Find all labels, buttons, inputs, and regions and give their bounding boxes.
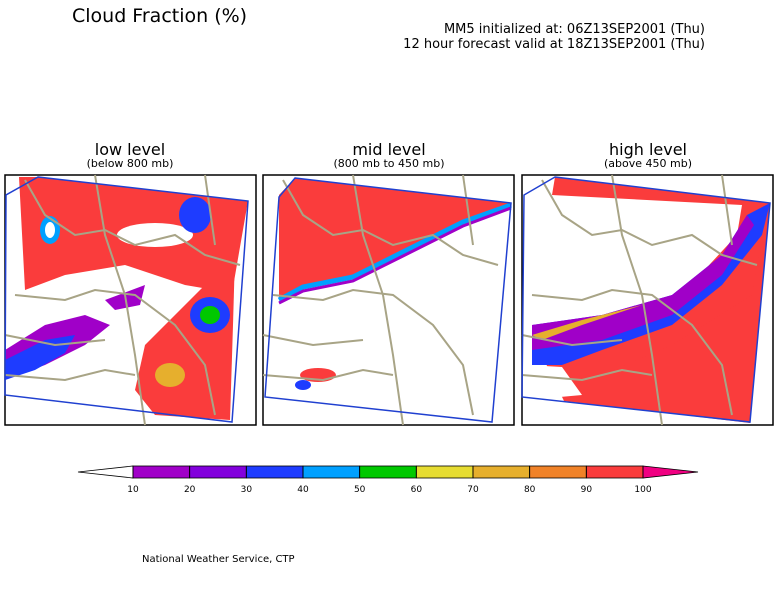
panel-title: mid level: [352, 140, 425, 159]
panel-title: high level: [609, 140, 687, 159]
colorbar-tick-label: 80: [524, 485, 536, 495]
colorbar-segment: [302, 465, 361, 479]
colorbar-segment: [132, 465, 191, 479]
title: Cloud Fraction (%): [72, 5, 247, 27]
map-panel: [4, 174, 257, 426]
colorbar-tick-label: 90: [581, 485, 593, 495]
colorbar-tick-label: 20: [184, 485, 196, 495]
colorbar-tick-label: 60: [411, 485, 423, 495]
colorbar-segment: [529, 465, 587, 479]
header-line: MM5 initialized at: 06Z13SEP2001 (Thu): [444, 22, 705, 37]
colorbar-segment: [472, 465, 531, 479]
header-line: 12 hour forecast valid at 18Z13SEP2001 (…: [403, 37, 705, 52]
colorbar-tick-label: 40: [297, 485, 309, 495]
panel-title: low level: [95, 140, 165, 159]
colorbar-segment: [245, 465, 304, 479]
panel-subtitle: (800 mb to 450 mb): [334, 157, 445, 170]
panel-subtitle: (below 800 mb): [87, 157, 174, 170]
colorbar-tick-label: 100: [634, 485, 651, 495]
panel-subtitle: (above 450 mb): [604, 157, 692, 170]
colorbar-segment: [642, 465, 699, 479]
colorbar-tick-label: 10: [127, 485, 139, 495]
colorbar-tick-label: 70: [467, 485, 479, 495]
colorbar-tick-label: 50: [354, 485, 366, 495]
colorbar-segment: [415, 465, 474, 479]
colorbar: 10 20 30 40 50 60 70 80 90 100: [77, 465, 699, 495]
colorbar-tick-label: 30: [241, 485, 253, 495]
map-panel: [262, 174, 515, 426]
colorbar-segment: [77, 465, 134, 479]
map-panel: [521, 174, 774, 426]
colorbar-segment: [189, 465, 247, 479]
colorbar-segment: [359, 465, 417, 479]
footer: National Weather Service, CTP: [142, 554, 295, 565]
colorbar-segment: [585, 465, 644, 479]
